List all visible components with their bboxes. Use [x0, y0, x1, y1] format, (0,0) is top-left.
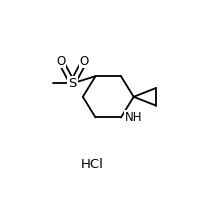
Text: O: O [56, 55, 65, 68]
Text: HCl: HCl [81, 158, 103, 171]
Text: O: O [79, 55, 89, 68]
Text: S: S [68, 77, 76, 90]
Text: NH: NH [124, 111, 142, 124]
